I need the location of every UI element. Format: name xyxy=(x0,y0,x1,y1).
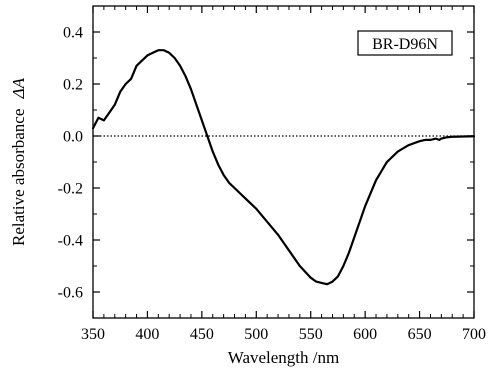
axis-ticks: 350 400 450 500 550 600 650 700 0.4 0.2 0.0 -0.2 -0.… xyxy=(58,6,486,343)
y-tick-label: -0.4 xyxy=(58,233,83,250)
y-axis-title-text: Relative absorbance xyxy=(9,109,28,246)
x-tick-label: 500 xyxy=(244,326,268,343)
y-axis-title-symbol: ΔA xyxy=(9,77,28,99)
x-tick-label: 350 xyxy=(81,326,105,343)
legend-box: BR-D96N xyxy=(357,30,453,56)
x-tick-label: 450 xyxy=(190,326,214,343)
x-axis-title: Wavelength /nm xyxy=(228,348,339,367)
y-tick-label: 0.0 xyxy=(63,129,83,146)
legend-label: BR-D96N xyxy=(372,36,438,53)
x-tick-label: 400 xyxy=(135,326,159,343)
x-tick-label: 600 xyxy=(353,326,377,343)
legend-box-frame xyxy=(357,30,453,56)
y-tick-label: 0.4 xyxy=(63,25,83,42)
x-tick-label: 650 xyxy=(408,326,432,343)
series-group xyxy=(91,49,476,286)
y-tick-label: 0.2 xyxy=(63,77,83,94)
x-tick-label: 700 xyxy=(462,326,486,343)
series-line xyxy=(91,49,476,286)
y-axis-title: Relative absorbance ΔA xyxy=(9,77,28,246)
y-tick-label: -0.6 xyxy=(58,285,83,302)
x-tick-label: 550 xyxy=(299,326,323,343)
y-tick-label: -0.2 xyxy=(58,181,83,198)
